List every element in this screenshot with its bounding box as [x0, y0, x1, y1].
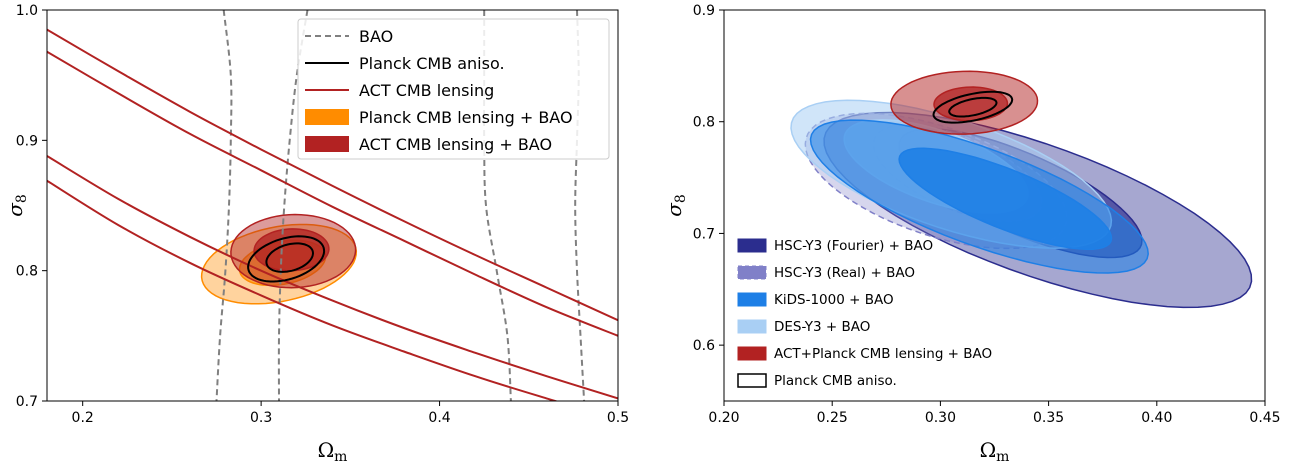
- x-tick-label: 0.20: [708, 410, 739, 426]
- x-axis-label: Ωm: [318, 438, 348, 465]
- legend-swatch-act-cmb-lensing-bao: [305, 136, 349, 152]
- legend-swatch-planck-cmb-aniso: [737, 373, 767, 388]
- x-axis-label-symbol: Ω: [980, 438, 997, 462]
- legend-swatch-kids-1000-bao: [737, 292, 767, 307]
- y-tick-label: 0.6: [693, 338, 715, 354]
- y-tick-label: 0.8: [693, 115, 715, 131]
- legend-label-act-cmb-lensing-bao: ACT CMB lensing + BAO: [359, 135, 552, 154]
- x-tick-label: 0.45: [1249, 410, 1280, 426]
- legend-swatch-hsc-y3-real-bao: [737, 265, 767, 280]
- y-axis-label-subscript: 8: [14, 194, 30, 203]
- plot-area: [47, 10, 618, 401]
- curve-act-cmb-lensing-3: [47, 155, 618, 400]
- axes-frame: [723, 9, 1266, 402]
- contour-68-planck-cmb-aniso: [948, 96, 998, 118]
- y-tick-label: 0.8: [16, 264, 38, 280]
- x-tick-label: 0.30: [925, 410, 956, 426]
- contour-95-planck-cmb-aniso: [247, 235, 326, 283]
- contour-68-planck-cmb-aniso: [265, 242, 315, 273]
- x-axis-label-subscript: m: [996, 449, 1009, 465]
- x-tick-label: 0.35: [1033, 410, 1064, 426]
- series-act-planck-cmb-lensing-bao: [890, 70, 1039, 135]
- y-axis-label: σ8: [3, 194, 30, 217]
- legend-label-act-cmb-lensing: ACT CMB lensing: [359, 81, 494, 100]
- x-tick-label: 0.25: [817, 410, 848, 426]
- series-planck-cmb-aniso: [932, 90, 1014, 124]
- y-axis-label-subscript: 8: [673, 194, 689, 203]
- curve-act-cmb-lensing-1: [47, 28, 618, 322]
- axes-frame: [46, 9, 619, 402]
- y-axis-label-symbol: σ: [3, 202, 27, 217]
- y-tick-label: 1.0: [16, 3, 38, 19]
- y-tick-label: 0.9: [16, 133, 38, 149]
- y-tick-label: 0.7: [16, 394, 38, 410]
- legend-label-kids-1000-bao: KiDS-1000 + BAO: [774, 292, 894, 308]
- legend-swatch-des-y3-bao: [737, 319, 767, 334]
- contour-68-act-planck-cmb-lensing-bao: [933, 86, 1009, 122]
- legend-label-hsc-y3-real-bao: HSC-Y3 (Real) + BAO: [774, 265, 915, 281]
- left-panel: 0.2 0.3 0.4 0.5 0.7 0.8 0.9 1.0 Ωm σ8 BAO Planck CM…: [3, 3, 629, 465]
- x-axis-label: Ωm: [980, 438, 1010, 465]
- legend: BAO Planck CMB aniso. ACT CMB lensing Planc…: [297, 18, 610, 160]
- y-axis-label: σ8: [662, 194, 689, 217]
- curve-act-cmb-lensing-2: [47, 50, 618, 337]
- legend-label-hsc-y3-fourier-bao: HSC-Y3 (Fourier) + BAO: [774, 238, 933, 254]
- series-act-cmb-lensing: [47, 28, 618, 401]
- legend-label-planck-cmb-aniso: Planck CMB aniso.: [774, 373, 897, 389]
- contour-95-planck-cmb-aniso: [932, 90, 1014, 124]
- legend-label-planck-cmb-lensing-bao: Planck CMB lensing + BAO: [359, 108, 573, 127]
- plot-area: [790, 70, 1253, 309]
- legend-swatch-act-planck-cmb-lensing-bao: [737, 346, 767, 361]
- x-tick-label: 0.3: [250, 410, 272, 426]
- legend-swatch-hsc-y3-fourier-bao: [737, 238, 767, 253]
- legend-swatch-planck-cmb-lensing-bao: [305, 109, 349, 125]
- x-axis-label-subscript: m: [334, 449, 347, 465]
- legend-frame: [297, 18, 610, 160]
- curve-act-cmb-lensing-4: [47, 179, 559, 401]
- legend-label-planck-cmb-aniso: Planck CMB aniso.: [359, 54, 505, 73]
- contour-68-kids-1000-bao: [898, 147, 1113, 251]
- series-planck-cmb-aniso: [247, 235, 326, 283]
- x-tick-label: 0.5: [607, 410, 629, 426]
- x-axis-label-symbol: Ω: [318, 438, 335, 462]
- legend: HSC-Y3 (Fourier) + BAO HSC-Y3 (Real) + BA…: [737, 238, 992, 389]
- curve-bao-1: [215, 10, 233, 401]
- x-tick-label: 0.40: [1141, 410, 1172, 426]
- y-tick-label: 0.7: [693, 226, 715, 242]
- legend-label-act-planck-cmb-lensing-bao: ACT+Planck CMB lensing + BAO: [774, 346, 992, 362]
- legend-label-des-y3-bao: DES-Y3 + BAO: [774, 319, 870, 335]
- series-act-cmb-lensing-bao: [230, 213, 357, 289]
- x-tick-label: 0.4: [428, 410, 450, 426]
- series-kids-1000-bao: [809, 119, 1149, 274]
- x-tick-label: 0.2: [72, 410, 94, 426]
- y-axis-label-symbol: σ: [662, 202, 686, 217]
- legend-label-bao: BAO: [359, 27, 393, 46]
- y-tick-label: 0.9: [693, 3, 715, 19]
- right-panel: 0.20 0.25 0.30 0.35 0.40 0.45 0.6 0.7 0.8 0.9 Ωm σ8…: [662, 3, 1281, 465]
